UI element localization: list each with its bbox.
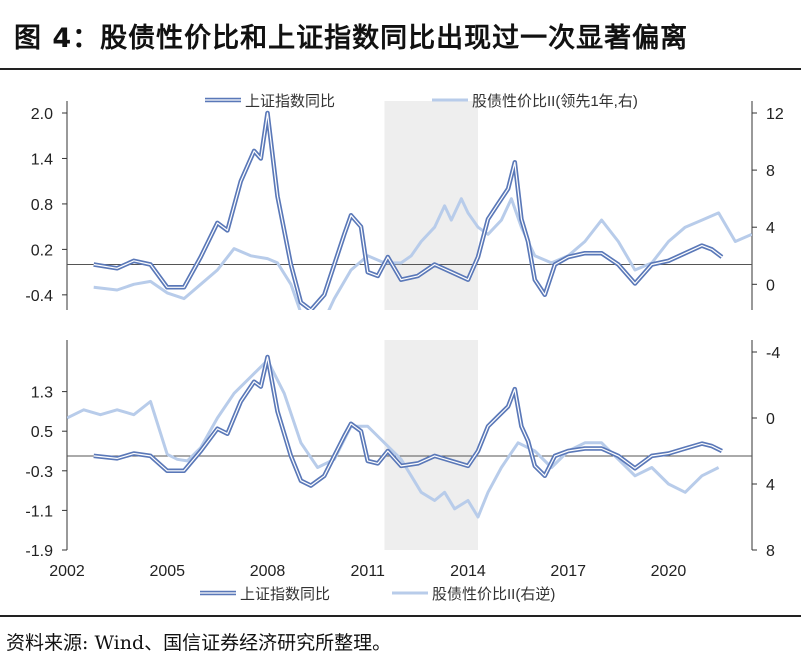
legend-bottom: 上证指数同比 股债性价比II(右逆) <box>200 586 555 603</box>
series-line-index-inner <box>93 112 723 310</box>
series-line-index-inner <box>93 356 723 487</box>
x-tick-label: 2005 <box>149 563 185 580</box>
x-tick-label: 2017 <box>550 563 586 580</box>
series-line-ratio <box>67 358 720 519</box>
right-tick-label: 4 <box>766 477 775 494</box>
x-tick-label: 2011 <box>351 563 386 580</box>
series-line-ratio <box>93 197 752 310</box>
legend-label-index: 上证指数同比 <box>240 586 330 603</box>
shaded-period <box>384 340 478 550</box>
chart-figure: 2.0 1.4 0.8 0.2 -0.4 12 8 4 0 上证指数同比 股债性价比II(领先1年,… <box>25 93 784 603</box>
page-title: 图 4：股债性价比和上证指数同比出现过一次显著偏离 <box>14 23 689 54</box>
left-tick-label: -1.1 <box>25 503 53 520</box>
x-tick-label: 2014 <box>450 563 486 580</box>
left-tick-label: 0.8 <box>31 197 53 214</box>
right-tick-label: 8 <box>766 543 775 560</box>
left-tick-label: 0.2 <box>31 242 53 259</box>
left-tick-label: -1.9 <box>25 543 53 560</box>
left-tick-label: -0.3 <box>25 464 53 481</box>
right-tick-label: 8 <box>766 163 775 180</box>
x-tick-label: 2008 <box>250 563 286 580</box>
legend-label-ratio: 股债性价比II(领先1年,右) <box>472 93 638 110</box>
left-tick-label: 1.3 <box>31 385 53 402</box>
title-rule <box>0 68 801 70</box>
x-tick-label: 2002 <box>49 563 85 580</box>
source-rule <box>0 615 801 617</box>
left-tick-label: 2.0 <box>31 106 53 123</box>
legend-top: 上证指数同比 股债性价比II(领先1年,右) <box>205 93 638 110</box>
right-tick-label: 12 <box>766 106 784 123</box>
chart-panel-bottom: 1.3 0.5 -0.3 -1.1 -1.9 -4 0 4 8 上证指数同比 股债性价比II(右逆) <box>25 340 780 603</box>
left-tick-label: 0.5 <box>31 424 53 441</box>
chart-panel-top: 2.0 1.4 0.8 0.2 -0.4 12 8 4 0 上证指数同比 股债性价比II(领先1年,… <box>25 93 784 310</box>
right-tick-label: 0 <box>766 411 775 428</box>
x-tick-label: 2020 <box>651 563 687 580</box>
left-tick-label: 1.4 <box>31 151 53 168</box>
legend-label-ratio: 股债性价比II(右逆) <box>432 586 555 603</box>
right-tick-label: 0 <box>766 277 775 294</box>
legend-label-index: 上证指数同比 <box>245 93 335 110</box>
right-tick-label: -4 <box>766 345 780 362</box>
right-tick-label: 4 <box>766 220 775 237</box>
source-note: 资料来源: Wind、国信证券经济研究所整理。 <box>6 632 392 654</box>
left-tick-label: -0.4 <box>25 288 53 305</box>
